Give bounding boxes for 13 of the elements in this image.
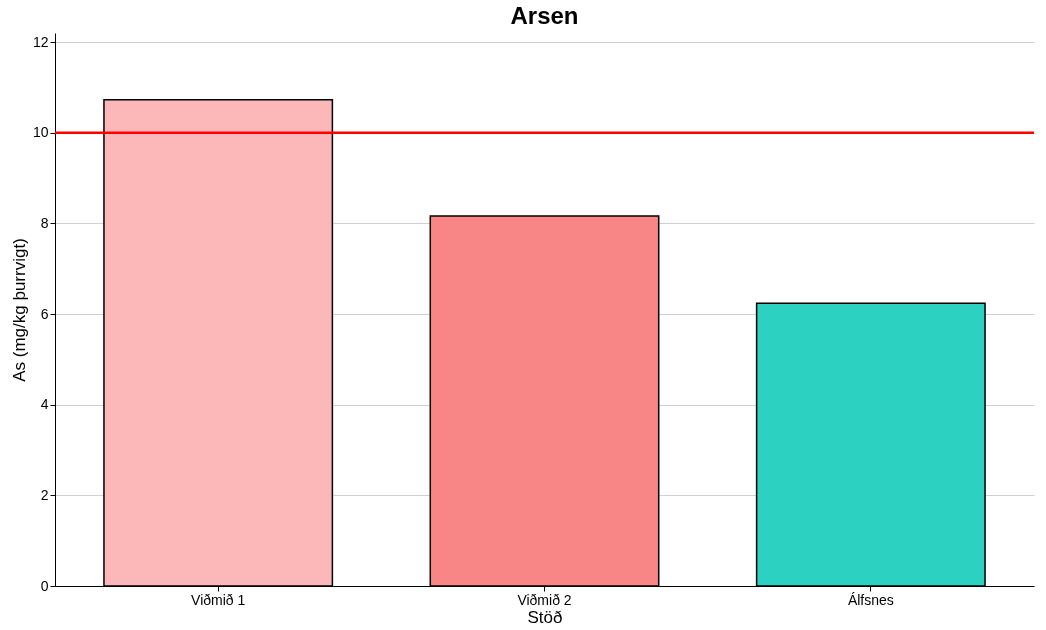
y-tick-label: 12 (32, 33, 49, 50)
y-tick-label: 0 (40, 577, 49, 594)
y-tick-label: 10 (32, 124, 49, 141)
x-tick-label: Álfsnes (847, 591, 894, 608)
chart-title: Arsen (510, 2, 579, 29)
y-tick-label: 6 (40, 305, 49, 322)
x-tick-label: Viðmið 2 (517, 591, 572, 608)
x-axis-title: Stöð (527, 607, 563, 627)
y-tick-label: 8 (40, 214, 49, 231)
y-tick-label: 2 (40, 486, 49, 503)
y-axis-title: As (mg/kg þurrvigt) (9, 238, 29, 382)
x-tick-label: Viðmið 1 (191, 591, 246, 608)
y-tick-label: 4 (40, 396, 49, 413)
